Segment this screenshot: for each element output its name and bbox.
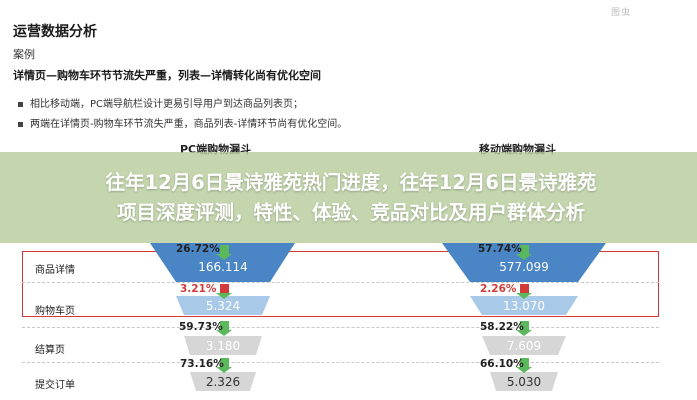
- mobile-stage-value: 13.070: [503, 299, 545, 313]
- bullet-item: 相比移动端，PC端导航栏设计更易引导用户到达商品列表页；: [18, 95, 303, 110]
- example-label: 案例: [13, 48, 35, 61]
- headline-overlay: [0, 152, 697, 243]
- bullet-icon: [18, 101, 23, 107]
- mobile-stage-value: 7.609: [506, 339, 542, 353]
- mobile-funnel-top-segment: [442, 243, 606, 282]
- loss-arrow-icon: [516, 284, 532, 299]
- mobile-funnel-cart-segment: [470, 296, 578, 315]
- mobile-stage-value: 577.099: [499, 260, 549, 274]
- conversion-arrow-icon: [216, 321, 232, 336]
- pc-stage-value: 2.326: [205, 375, 241, 389]
- bullet-icon: [18, 121, 23, 127]
- loss-arrow-icon: [216, 284, 232, 299]
- pc-funnel-cart-segment: [176, 296, 270, 315]
- mobile-conversion-rate: 66.10%: [480, 358, 524, 370]
- pc-conversion-rate: 73.16%: [180, 358, 224, 370]
- conversion-arrow-icon: [216, 245, 232, 260]
- pc-conversion-rate: 26.72%: [176, 243, 220, 255]
- mobile-conversion-rate: 57.74%: [478, 243, 522, 255]
- headline-line-2: 项目深度评测，特性、体验、竞品对比及用户群体分析: [116, 201, 585, 224]
- row-divider: [22, 362, 659, 363]
- pc-conversion-rate: 59.73%: [179, 321, 223, 333]
- conversion-arrow-icon: [516, 245, 532, 260]
- mobile-funnel-checkout-segment: [482, 336, 566, 355]
- conversion-arrow-icon: [516, 321, 532, 336]
- pc-conversion-rate: 3.21%: [180, 283, 217, 295]
- pc-funnel-top-segment: [150, 243, 295, 282]
- conversion-arrow-icon: [216, 358, 232, 373]
- section-title: 运营数据分析: [13, 24, 97, 40]
- highlight-box: [22, 251, 659, 317]
- stage-label: 商品详情: [35, 265, 75, 276]
- mobile-funnel-order-segment: [490, 372, 558, 391]
- pc-stage-value: 3.180: [205, 339, 241, 353]
- stage-label: 结算页: [35, 345, 65, 356]
- mobile-stage-value: 5.030: [506, 375, 542, 389]
- stage-label: 提交订单: [35, 380, 75, 391]
- watermark-logo: 图虫: [610, 8, 631, 18]
- stage-label: 购物车页: [35, 306, 75, 317]
- row-divider: [22, 282, 659, 283]
- pc-stage-value: 166.114: [198, 260, 248, 274]
- bullet-text: 两端在详情页-购物车环节流失严重，商品列表-详情环节尚有优化空间。: [30, 119, 348, 130]
- mobile-conversion-rate: 58.22%: [480, 321, 524, 333]
- conversion-arrow-icon: [516, 358, 532, 373]
- headline-line-1: 往年12月6日景诗雅苑热门进度，往年12月6日景诗雅苑: [105, 171, 597, 194]
- pc-funnel-checkout-segment: [184, 336, 262, 355]
- pc-stage-value: 5.324: [205, 299, 241, 313]
- bullet-text: 相比移动端，PC端导航栏设计更易引导用户到达商品列表页；: [30, 99, 304, 110]
- mobile-conversion-rate: 2.26%: [480, 283, 517, 295]
- highlight-heading: 详情页—购物车环节节流失严重，列表—详情转化尚有优化空间: [13, 69, 321, 82]
- pc-funnel-order-segment: [190, 372, 256, 391]
- article-headline[interactable]: 往年12月6日景诗雅苑热门进度，往年12月6日景诗雅苑 项目深度评测，特性、体验…: [16, 168, 686, 228]
- bullet-item: 两端在详情页-购物车环节流失严重，商品列表-详情环节尚有优化空间。: [18, 115, 347, 130]
- row-divider: [22, 327, 659, 328]
